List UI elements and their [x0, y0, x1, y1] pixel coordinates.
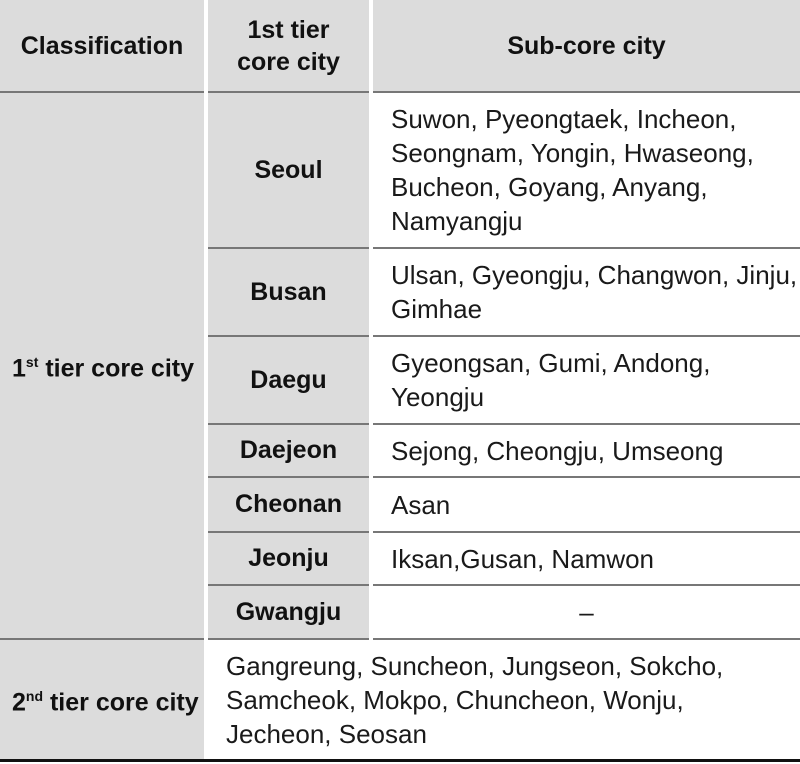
label-rest: tier core city: [49, 688, 199, 717]
header-core-city: 1st tier core city: [208, 0, 369, 93]
sub-core-cell: Sejong, Cheongju, Umseong: [373, 425, 800, 478]
label-prefix: 2: [12, 688, 26, 717]
core-city-cell: Gwangju: [208, 586, 369, 640]
classification-2nd-tier-label: 2nd tier core city: [12, 679, 199, 719]
label-sup: st: [25, 354, 39, 371]
sub-core-cell: Iksan,Gusan, Namwon: [373, 533, 800, 586]
sub-core-cell-2nd-tier: Gangreung, Suncheon, Jungseon, Sokcho, S…: [226, 650, 724, 749]
header-sub-core-city: Sub-core city: [373, 0, 800, 93]
header-core-city-text: 1st tier core city: [237, 15, 340, 76]
label-rest: tier core city: [45, 354, 194, 383]
sub-core-cell: Asan: [373, 478, 800, 533]
label-prefix: 1: [12, 354, 26, 383]
header-sub-core-city-text: Sub-core city: [507, 31, 666, 60]
core-city-cell: Busan: [208, 249, 369, 337]
sub-core-cell: Gyeongsan, Gumi, Andong, Yeongju: [373, 337, 800, 425]
classification-1st-tier: 1st tier core city: [0, 93, 204, 640]
core-city-cell: Daejeon: [208, 425, 369, 478]
sub-core-cell: –: [373, 586, 800, 640]
core-city-cell: Daegu: [208, 337, 369, 425]
label-sup: nd: [25, 688, 44, 705]
sub-core-cell: Ulsan, Gyeongju, Changwon, Jinju, Gimhae: [373, 249, 800, 337]
core-city-cell: Seoul: [208, 93, 369, 249]
classification-1st-tier-label: 1st tier core city: [12, 345, 194, 385]
core-city-cell: Jeonju: [208, 533, 369, 586]
core-city-cell: Cheonan: [208, 478, 369, 533]
header-classification: Classification: [0, 0, 204, 93]
classification-2nd-tier: 2nd tier core city: [0, 640, 204, 759]
header-classification-text: Classification: [20, 31, 184, 60]
table-bottom-rule: [0, 759, 800, 762]
sub-core-cell: Suwon, Pyeongtaek, Incheon, Seongnam, Yo…: [373, 93, 800, 249]
